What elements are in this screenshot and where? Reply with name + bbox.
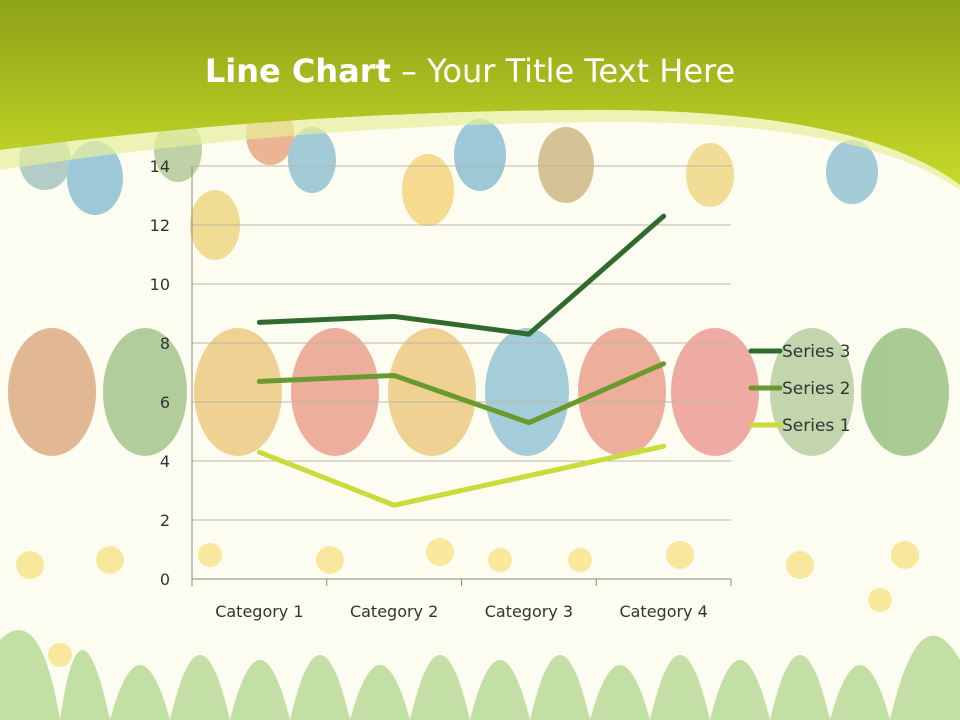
header-band	[0, 0, 960, 185]
chart-grid	[192, 165, 731, 521]
x-tick-label: Category 1	[215, 602, 303, 621]
y-tick-label: 14	[150, 157, 170, 176]
y-tick-label: 12	[150, 216, 170, 235]
y-tick-label: 10	[150, 275, 170, 294]
series-line-series-3	[256, 213, 667, 337]
x-tick-label: Category 3	[485, 602, 573, 621]
y-axis-labels: 0 2 4 6 8 10 12 14	[150, 157, 170, 589]
legend-label: Series 1	[782, 416, 851, 436]
x-axis-labels: Category 1 Category 2 Category 3 Category 4	[215, 602, 708, 621]
series-line-series-1	[256, 443, 667, 508]
y-tick-label: 8	[160, 334, 170, 353]
legend-label: Series 3	[782, 342, 851, 362]
slide-title: Line Chart – Your Title Text Here	[0, 52, 940, 90]
y-tick-label: 4	[160, 452, 170, 471]
series-line-series-2	[256, 361, 667, 426]
x-tick-label: Category 4	[619, 602, 707, 621]
grass-decoration	[0, 538, 960, 720]
legend-label: Series 2	[782, 379, 851, 399]
y-tick-label: 2	[160, 511, 170, 530]
chart-axes	[191, 166, 732, 586]
series-lines	[256, 213, 667, 508]
y-tick-label: 6	[160, 393, 170, 412]
title-rest: – Your Title Text Here	[390, 52, 736, 90]
legend: Series 3 Series 2 Series 1	[748, 342, 851, 436]
y-tick-label: 0	[160, 570, 170, 589]
title-bold: Line Chart	[204, 52, 391, 90]
egg-decoration-row	[8, 328, 949, 456]
x-tick-label: Category 2	[350, 602, 438, 621]
